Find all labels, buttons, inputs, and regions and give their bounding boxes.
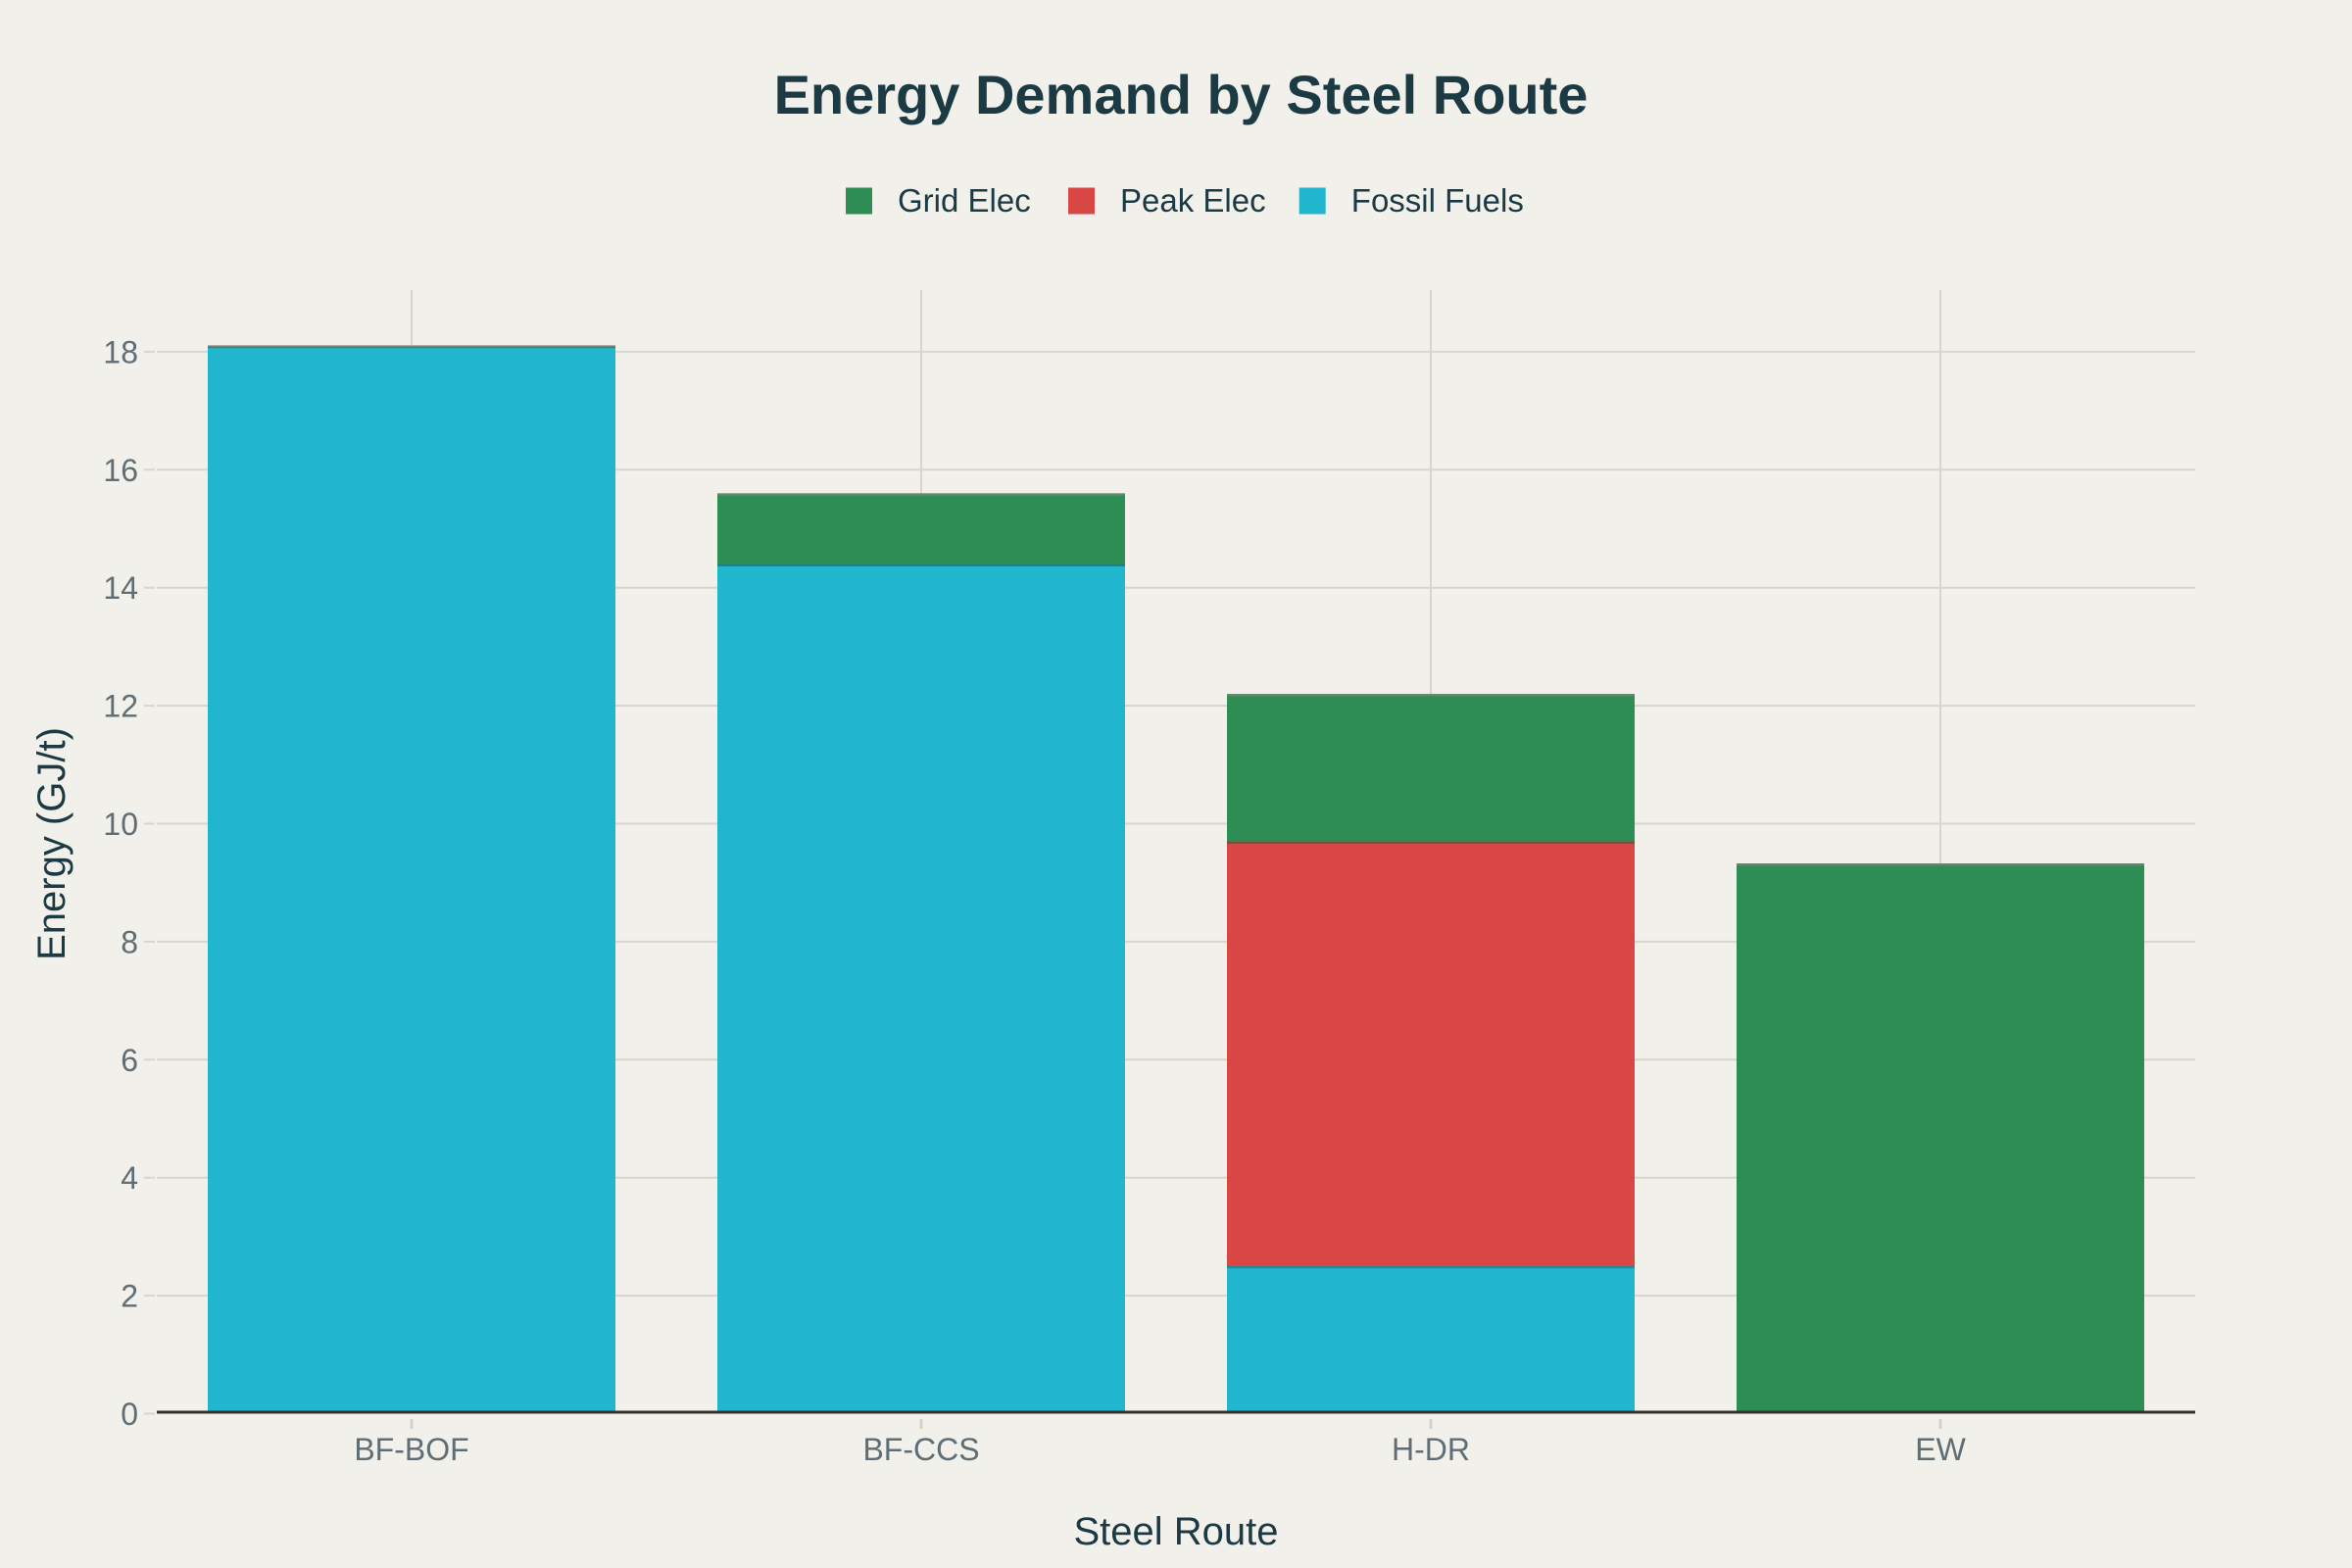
svg-text:10: 10: [103, 807, 138, 842]
svg-text:6: 6: [121, 1043, 138, 1078]
svg-text:12: 12: [103, 689, 138, 724]
svg-text:8: 8: [121, 924, 138, 959]
svg-text:2: 2: [121, 1279, 138, 1314]
svg-text:Grid Elec: Grid Elec: [898, 182, 1031, 219]
svg-text:Energy (GJ/t): Energy (GJ/t): [30, 727, 74, 960]
svg-text:4: 4: [121, 1160, 138, 1196]
svg-text:BF-CCS: BF-CCS: [862, 1432, 979, 1467]
svg-text:16: 16: [103, 453, 138, 488]
svg-text:Energy Demand by Steel Route: Energy Demand by Steel Route: [774, 64, 1589, 125]
svg-text:18: 18: [103, 334, 138, 369]
svg-text:Steel Route: Steel Route: [1073, 1510, 1278, 1553]
svg-text:H-DR: H-DR: [1392, 1432, 1470, 1467]
svg-text:14: 14: [103, 570, 138, 606]
svg-text:Peak Elec: Peak Elec: [1120, 182, 1266, 219]
svg-text:Fossil Fuels: Fossil Fuels: [1351, 182, 1524, 219]
svg-text:0: 0: [121, 1396, 138, 1432]
svg-text:EW: EW: [1915, 1432, 1966, 1467]
svg-text:BF-BOF: BF-BOF: [354, 1432, 468, 1467]
